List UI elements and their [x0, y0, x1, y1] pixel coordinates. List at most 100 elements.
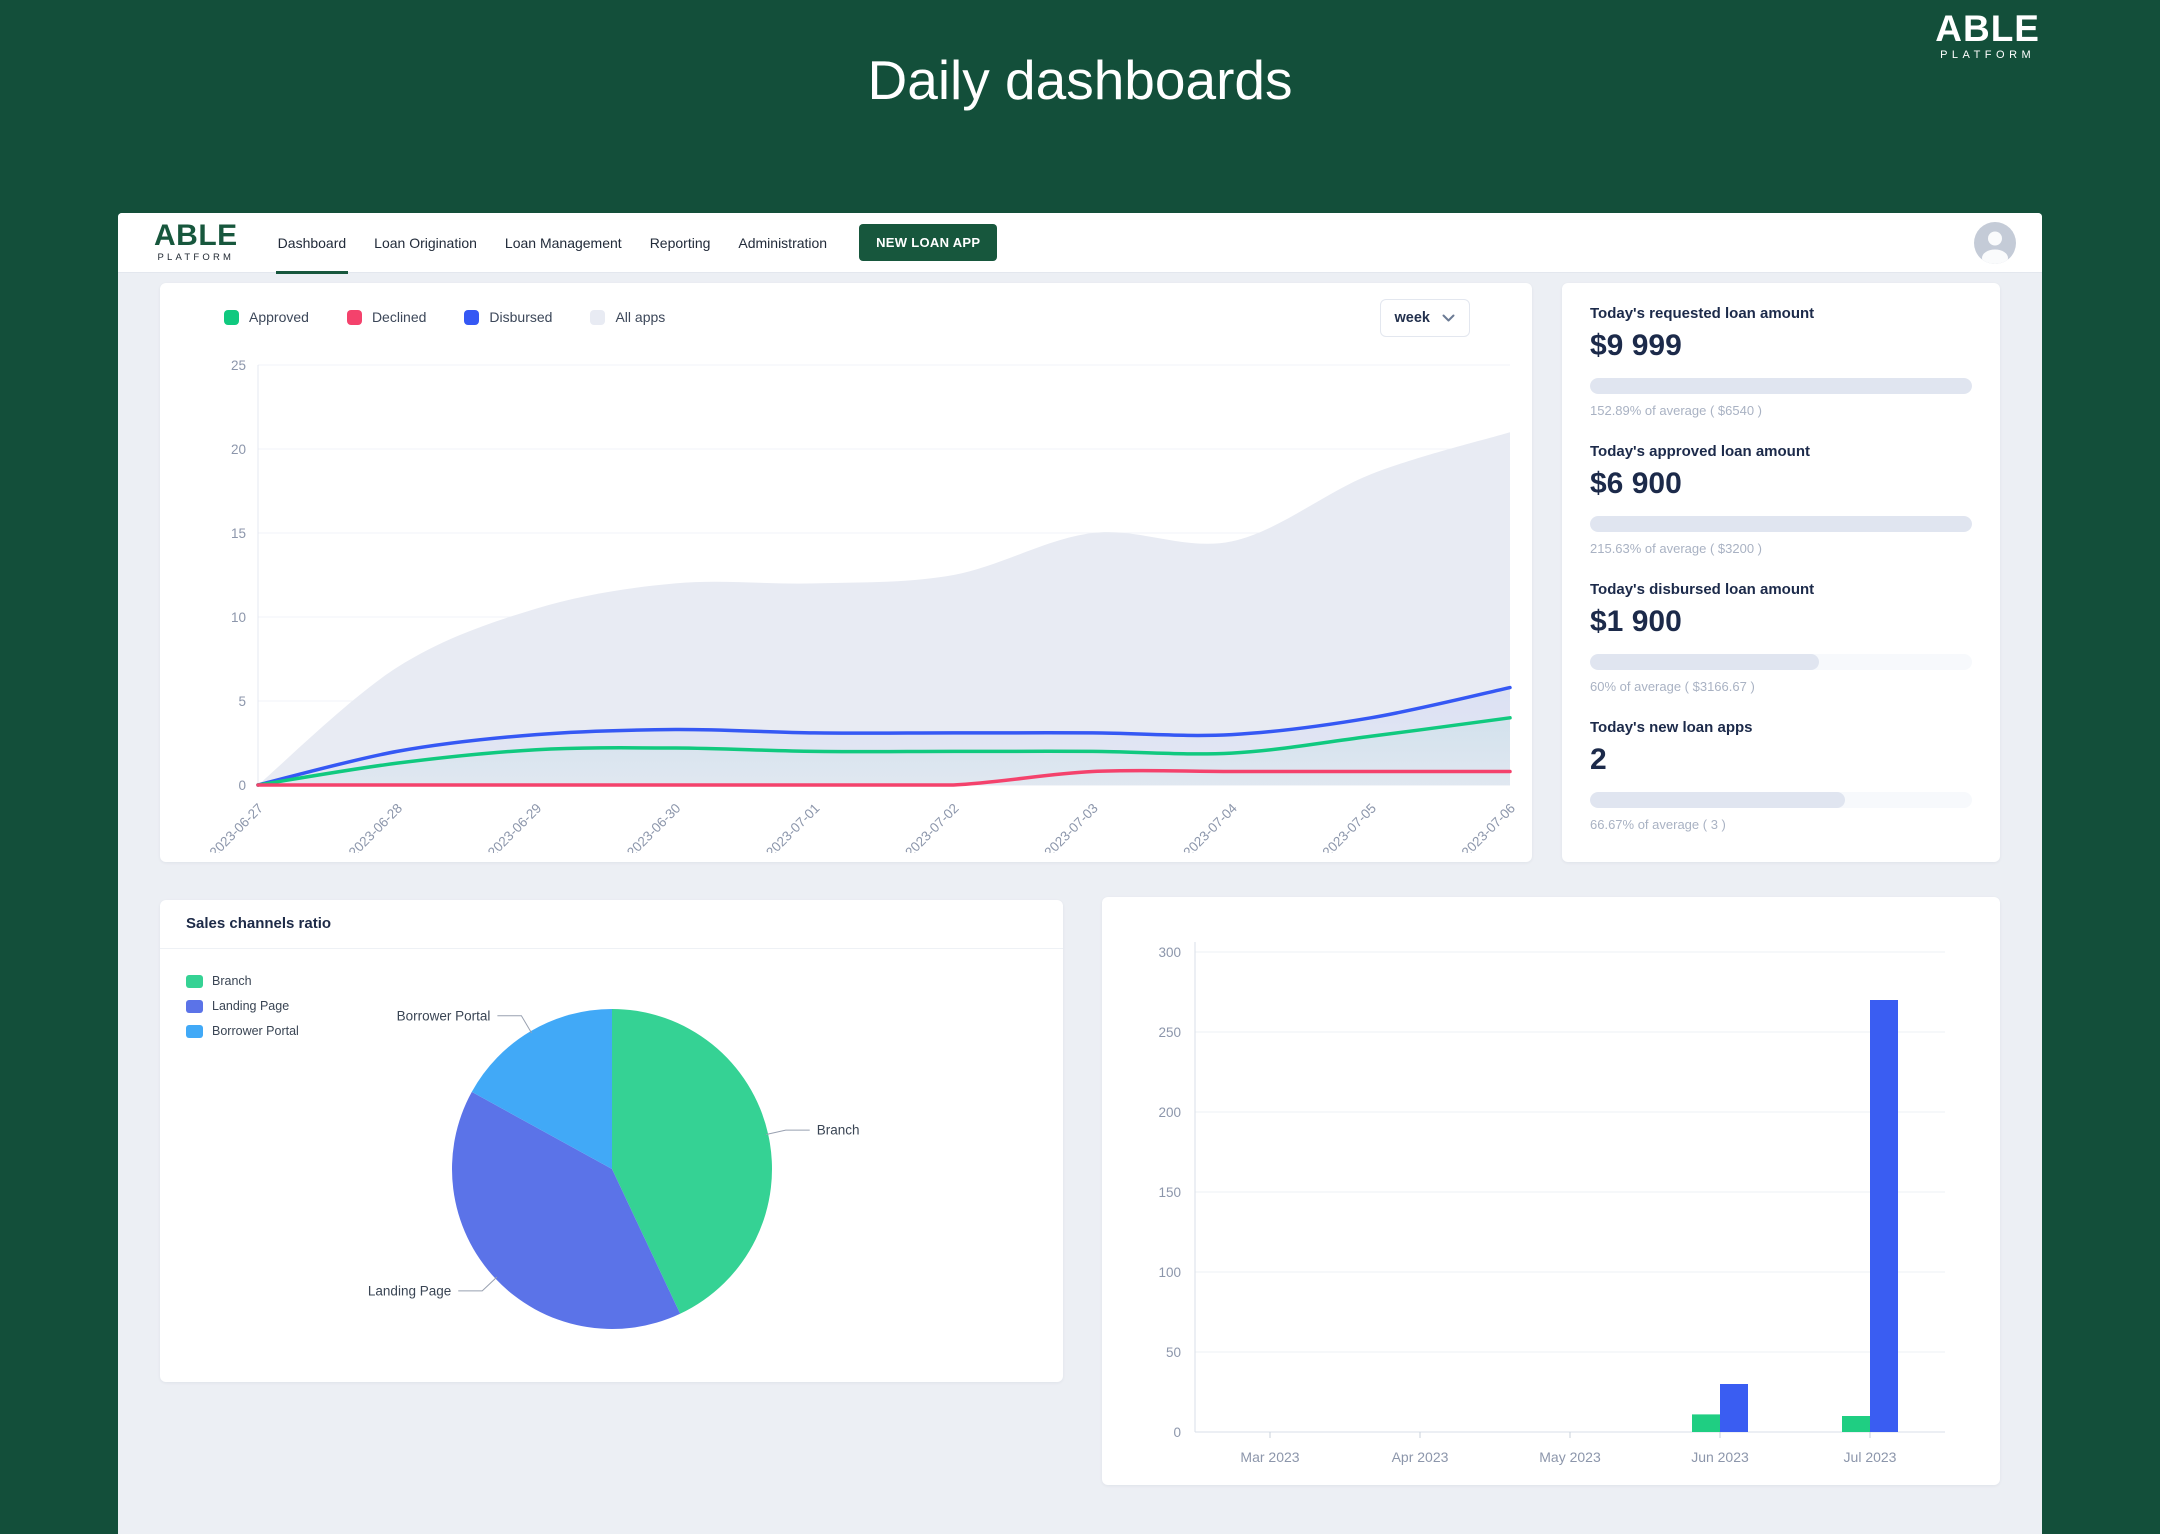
period-select-value: week [1394, 310, 1430, 326]
stat-today-s-requested-loan-amount: Today's requested loan amount $9 999 152.8… [1590, 305, 1972, 418]
svg-text:Borrower Portal: Borrower Portal [397, 1008, 491, 1023]
svg-text:2023-07-06: 2023-07-06 [1459, 801, 1516, 853]
svg-text:Mar 2023: Mar 2023 [1240, 1449, 1299, 1465]
stat-caption: 60% of average ( $3166.67 ) [1590, 679, 1755, 694]
svg-text:250: 250 [1158, 1025, 1181, 1040]
svg-text:2023-06-30: 2023-06-30 [624, 801, 683, 853]
svg-text:5: 5 [238, 694, 246, 709]
legend-label: Disbursed [489, 309, 553, 325]
branch-swatch-icon [186, 974, 203, 988]
legend-label: All apps [615, 309, 666, 325]
brand-name: ABLE [1935, 8, 2040, 49]
nav-item-loan-management[interactable]: Loan Management [504, 234, 622, 251]
svg-text:50: 50 [1166, 1345, 1181, 1360]
landing-page-swatch-icon [186, 999, 203, 1013]
svg-text:10: 10 [231, 610, 246, 625]
stat-title: Today's approved loan amount [1590, 443, 1810, 460]
daily-loans-chart-card: Approved Declined Disbursed All apps week 0… [160, 283, 1532, 862]
stat-title: Today's new loan apps [1590, 719, 1753, 736]
pie-legend-item-landing-page[interactable]: Landing Page [186, 999, 299, 1013]
main-nav: Dashboard Loan Origination Loan Management… [264, 213, 841, 274]
navbar-logo-name: ABLE [154, 219, 238, 253]
svg-text:2023-06-29: 2023-06-29 [485, 801, 544, 853]
svg-text:Landing Page: Landing Page [368, 1283, 451, 1298]
svg-text:2023-07-02: 2023-07-02 [902, 801, 961, 853]
navbar: ABLE PLATFORM Dashboard Loan Origination L… [118, 213, 2042, 274]
stat-caption: 66.67% of average ( 3 ) [1590, 817, 1726, 832]
svg-text:Jun 2023: Jun 2023 [1691, 1449, 1749, 1465]
svg-text:200: 200 [1158, 1105, 1181, 1120]
svg-text:2023-07-05: 2023-07-05 [1320, 801, 1379, 853]
svg-text:20: 20 [231, 442, 246, 457]
pie-legend-label: Borrower Portal [212, 1024, 299, 1038]
chevron-down-icon [1442, 314, 1455, 321]
stat-value: $1 900 [1590, 605, 1682, 638]
svg-text:Apr 2023: Apr 2023 [1392, 1449, 1449, 1465]
svg-text:150: 150 [1158, 1185, 1181, 1200]
pie-legend-item-branch[interactable]: Branch [186, 974, 299, 988]
navbar-logo: ABLE PLATFORM [154, 219, 238, 263]
stat-value: $6 900 [1590, 467, 1682, 500]
nav-item-administration[interactable]: Administration [738, 234, 828, 251]
stat-caption: 215.63% of average ( $3200 ) [1590, 541, 1763, 556]
legend-label: Declined [371, 309, 427, 325]
svg-text:100: 100 [1158, 1265, 1181, 1280]
line-chart: 0 5 10 15 20 25 2023-06-27 2023-06-28 2023-06-29… [207, 358, 1516, 853]
stat-today-s-disbursed-loan-amount: Today's disbursed loan amount $1 900 60% o… [1590, 581, 1972, 694]
stat-progress-track [1590, 654, 1972, 670]
brand-subtitle: PLATFORM [1940, 49, 2036, 61]
svg-text:May 2023: May 2023 [1539, 1449, 1601, 1465]
stat-title: Today's requested loan amount [1590, 305, 1815, 322]
stat-progress-fill [1590, 654, 1820, 670]
declined-swatch-icon [346, 309, 362, 325]
stat-progress-fill [1590, 792, 1845, 808]
navbar-logo-subtitle: PLATFORM [157, 251, 235, 263]
stat-progress-track [1590, 516, 1972, 532]
legend-label: Approved [249, 309, 309, 325]
period-select[interactable]: week [1379, 299, 1470, 337]
svg-text:15: 15 [231, 526, 246, 541]
svg-text:2023-06-27: 2023-06-27 [207, 801, 266, 853]
nav-item-reporting[interactable]: Reporting [649, 234, 711, 251]
stat-progress-track [1590, 378, 1972, 394]
stat-today-s-new-loan-apps: Today's new loan apps 2 66.67% of average … [1590, 719, 1972, 832]
nav-item-dashboard[interactable]: Dashboard [264, 213, 361, 274]
stat-title: Today's disbursed loan amount [1590, 581, 1815, 598]
svg-text:0: 0 [238, 778, 246, 793]
person-icon [1982, 231, 2008, 264]
chart-legend: Approved Declined Disbursed All apps [224, 309, 665, 325]
svg-text:2023-07-03: 2023-07-03 [1041, 801, 1100, 853]
pie-legend-label: Landing Page [212, 999, 290, 1013]
new-loan-app-button[interactable]: NEW LOAN APP [859, 224, 998, 261]
approved-swatch-icon [224, 309, 239, 325]
dashboard-content: Approved Declined Disbursed All apps week 0… [118, 273, 2042, 1534]
pie-legend-item-borrower-portal[interactable]: Borrower Portal [186, 1024, 299, 1038]
svg-text:2023-07-01: 2023-07-01 [763, 801, 822, 853]
svg-text:2023-06-28: 2023-06-28 [346, 801, 405, 853]
stat-progress-fill [1590, 378, 1972, 394]
stat-progress-fill [1590, 516, 1972, 532]
stat-value: $9 999 [1590, 329, 1682, 362]
nav-item-loan-origination[interactable]: Loan Origination [374, 234, 477, 251]
svg-text:25: 25 [231, 358, 246, 373]
monthly-bar-chart-card: 0 50 100 150 200 250 300 Mar 2023 Apr 2023 May 20… [1102, 897, 2000, 1485]
stat-value: 2 [1590, 743, 1607, 776]
sales-channels-card: Sales channels ratio Branch Landing Page B… [160, 900, 1063, 1382]
svg-text:0: 0 [1173, 1425, 1181, 1440]
user-avatar[interactable] [1974, 221, 2016, 264]
stat-caption: 152.89% of average ( $6540 ) [1590, 403, 1763, 418]
stat-progress-track [1590, 792, 1972, 808]
stats-panel: Today's requested loan amount $9 999 152.8… [1562, 283, 2000, 862]
borrower-portal-swatch-icon [186, 1024, 203, 1038]
svg-text:Branch: Branch [817, 1123, 860, 1138]
legend-item-all-apps[interactable]: All apps [590, 309, 665, 325]
legend-item-disbursed[interactable]: Disbursed [464, 309, 552, 325]
bar-chart: 0 50 100 150 200 250 300 Mar 2023 Apr 2023 May 20… [1158, 942, 1945, 1465]
legend-item-approved[interactable]: Approved [224, 309, 309, 325]
stat-today-s-approved-loan-amount: Today's approved loan amount $6 900 215.63… [1590, 443, 1972, 556]
sales-channels-title: Sales channels ratio [160, 900, 1063, 949]
legend-item-declined[interactable]: Declined [346, 309, 427, 325]
app-window: ABLE PLATFORM Dashboard Loan Origination L… [118, 213, 2042, 1534]
svg-text:300: 300 [1158, 945, 1181, 960]
svg-text:2023-07-04: 2023-07-04 [1180, 800, 1240, 853]
